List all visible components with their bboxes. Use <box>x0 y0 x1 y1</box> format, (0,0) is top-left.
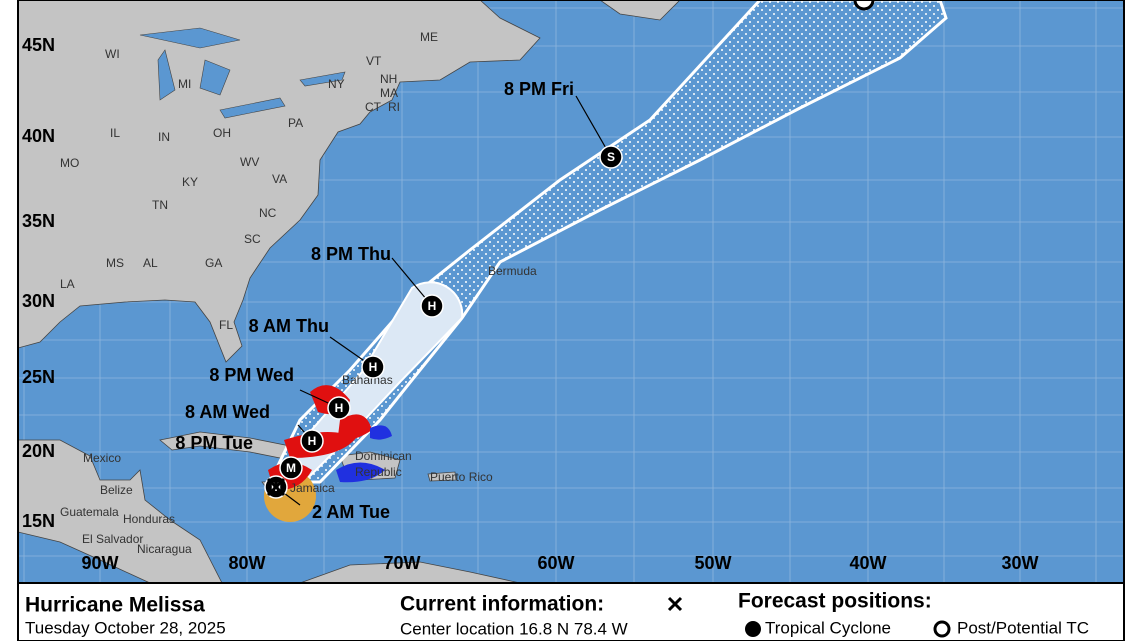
forecast-label: 8 AM Thu <box>249 316 329 336</box>
forecast-marker: M <box>286 461 296 475</box>
storm-warnings <box>336 425 392 483</box>
forecast-point <box>279 456 303 480</box>
post-point <box>853 0 875 11</box>
region-label: MO <box>60 156 79 170</box>
region-label: IL <box>110 126 120 140</box>
forecast-marker: H <box>335 401 344 415</box>
map-labels: 45N 40N 35N 30N 25N 20N 15N 90W 80W 70W 60W 50W 40W 3… <box>22 0 1039 573</box>
forecast-point <box>599 145 623 169</box>
place-label: Bahamas <box>342 373 393 387</box>
lon-label: 80W <box>228 553 265 573</box>
place-label: Mexico <box>83 451 121 465</box>
storm-name: Hurricane Melissa <box>25 594 205 617</box>
tc-icon <box>745 621 761 637</box>
region-label: IN <box>158 130 170 144</box>
map-area: 45N 40N 35N 30N 25N 20N 15N 90W 80W 70W 60W 50W 40W 3… <box>18 0 1124 583</box>
forecast-point <box>327 396 351 420</box>
forecast-label: 2 AM Tue <box>312 502 390 522</box>
region-label: WV <box>240 155 259 169</box>
region-label: WI <box>105 47 120 61</box>
place-label: Republic <box>355 465 402 479</box>
region-label: MI <box>178 77 191 91</box>
region-label: GA <box>205 256 222 270</box>
place-label: Jamaica <box>290 481 335 495</box>
region-label: NH <box>380 72 397 86</box>
place-label: Belize <box>100 483 133 497</box>
region-label: OH <box>213 126 231 140</box>
region-label: VT <box>366 54 382 68</box>
region-label: NY <box>328 77 345 91</box>
place-label: Nicaragua <box>137 542 192 556</box>
forecast-point <box>420 294 444 318</box>
region-label: VA <box>272 172 287 186</box>
current-position <box>266 477 286 497</box>
forecast-marker: H <box>428 299 437 313</box>
lon-label: 30W <box>1001 553 1038 573</box>
place-label: El Salvador <box>82 532 143 546</box>
lat-label: 45N <box>22 35 55 55</box>
region-label: MS <box>106 256 124 270</box>
forecast-label: 8 AM Wed <box>185 402 270 422</box>
lat-label: 15N <box>22 511 55 531</box>
current-title: Current information: <box>400 593 604 616</box>
great-lakes <box>139 27 346 119</box>
forecast-point <box>300 429 324 453</box>
lat-label: 20N <box>22 441 55 461</box>
lon-label: 90W <box>81 553 118 573</box>
lat-label: 25N <box>22 367 55 387</box>
lon-label: 50W <box>694 553 731 573</box>
forecast-label: 8 PM Fri <box>504 79 574 99</box>
region-label: CT <box>365 100 382 114</box>
tc-legend: Tropical Cyclone <box>765 618 891 637</box>
region-label: FL <box>219 318 233 332</box>
place-label: Guatemala <box>60 505 119 519</box>
lat-label: 40N <box>22 126 55 146</box>
post-icon <box>933 620 951 638</box>
place-label: Bermuda <box>488 264 537 278</box>
region-label: KY <box>182 175 198 189</box>
region-label: MA <box>380 86 398 100</box>
place-label: Puerto Rico <box>430 470 493 484</box>
place-label: Dominican <box>355 449 412 463</box>
forecast-marker: H <box>369 360 378 374</box>
lat-label: 30N <box>22 291 55 311</box>
region-label: PA <box>288 116 303 130</box>
forecast-label: 8 PM Tue <box>175 433 253 453</box>
lon-label: 60W <box>537 553 574 573</box>
post-legend: Post/Potential TC <box>957 618 1089 637</box>
forecast-label: 8 PM Wed <box>209 365 294 385</box>
center-location: Center location 16.8 N 78.4 W <box>400 619 628 638</box>
region-label: NC <box>259 206 277 220</box>
region-label: RI <box>388 100 400 114</box>
region-label: TN <box>152 198 168 212</box>
forecast-label: 8 PM Thu <box>311 244 391 264</box>
lon-label: 70W <box>383 553 420 573</box>
forecast-point <box>361 355 385 379</box>
date: Tuesday October 28, 2025 <box>25 618 226 637</box>
lat-label: 35N <box>22 211 55 231</box>
region-label: AL <box>143 256 158 270</box>
lon-label: 40W <box>849 553 886 573</box>
region-label: ME <box>420 30 438 44</box>
region-label: SC <box>244 232 261 246</box>
forecast-title: Forecast positions: <box>738 590 932 613</box>
forecast-marker: H <box>308 434 317 448</box>
current-icon <box>667 596 683 612</box>
forecast-marker: S <box>607 150 615 164</box>
region-label: LA <box>60 277 75 291</box>
place-label: Honduras <box>123 512 175 526</box>
